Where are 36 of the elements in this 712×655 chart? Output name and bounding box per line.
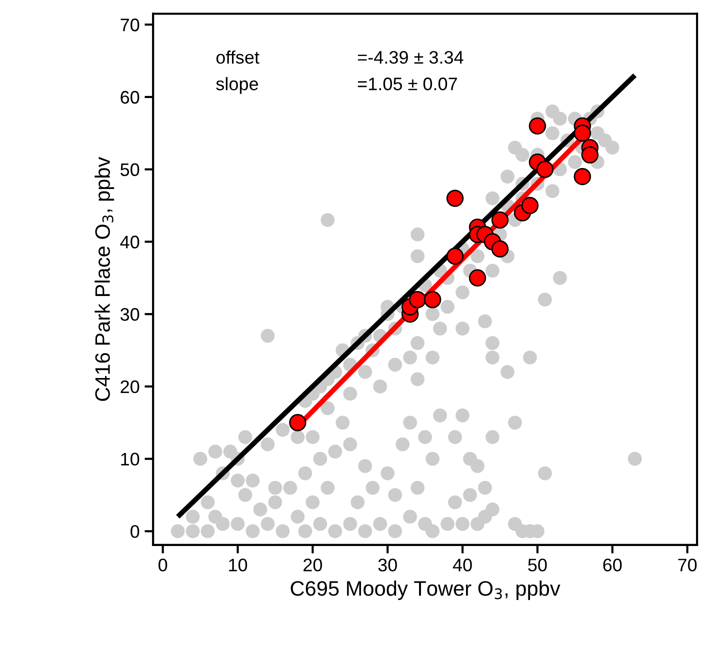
y-axis-title: C416 Park Place O$_{3}$, ppbv xyxy=(94,156,114,401)
point xyxy=(446,248,464,265)
x-tick-label: 60 xyxy=(603,558,622,572)
y-tick-label: 20 xyxy=(120,380,140,394)
x-axis-title: C695 Moody Tower O$_{3}$, ppbv xyxy=(290,580,560,600)
annotation: offset xyxy=(216,50,260,64)
point xyxy=(408,291,426,308)
point xyxy=(574,168,592,186)
point xyxy=(491,211,509,229)
point xyxy=(528,117,546,135)
point xyxy=(521,196,539,214)
y-tick-label: 60 xyxy=(120,90,140,104)
point xyxy=(491,240,509,258)
annotation: slope xyxy=(216,77,258,94)
y-tick-label: 30 xyxy=(120,308,140,321)
annotation: =-4.39 ± 3.34 xyxy=(358,50,464,64)
y-tick-label: 0 xyxy=(130,525,140,538)
point xyxy=(468,269,486,287)
point xyxy=(424,291,442,308)
annotation: =1.05 ± 0.07 xyxy=(358,78,457,90)
point xyxy=(446,190,464,207)
y-tick-label: 50 xyxy=(120,163,140,176)
x-tick-label: 70 xyxy=(678,558,697,572)
y-tick-label: 40 xyxy=(120,236,140,248)
x-tick-label: 40 xyxy=(452,558,472,572)
point xyxy=(581,146,599,164)
point xyxy=(289,414,306,432)
point xyxy=(574,124,592,142)
y-tick-label: 70 xyxy=(120,18,140,32)
y-tick-label: 10 xyxy=(121,452,140,466)
x-tick-label: 20 xyxy=(304,558,322,572)
x-tick-label: 0 xyxy=(158,558,168,572)
x-tick-label: 50 xyxy=(528,558,547,572)
x-tick-label: 30 xyxy=(378,558,397,572)
point xyxy=(536,160,554,178)
x-tick-label: 10 xyxy=(229,558,248,572)
